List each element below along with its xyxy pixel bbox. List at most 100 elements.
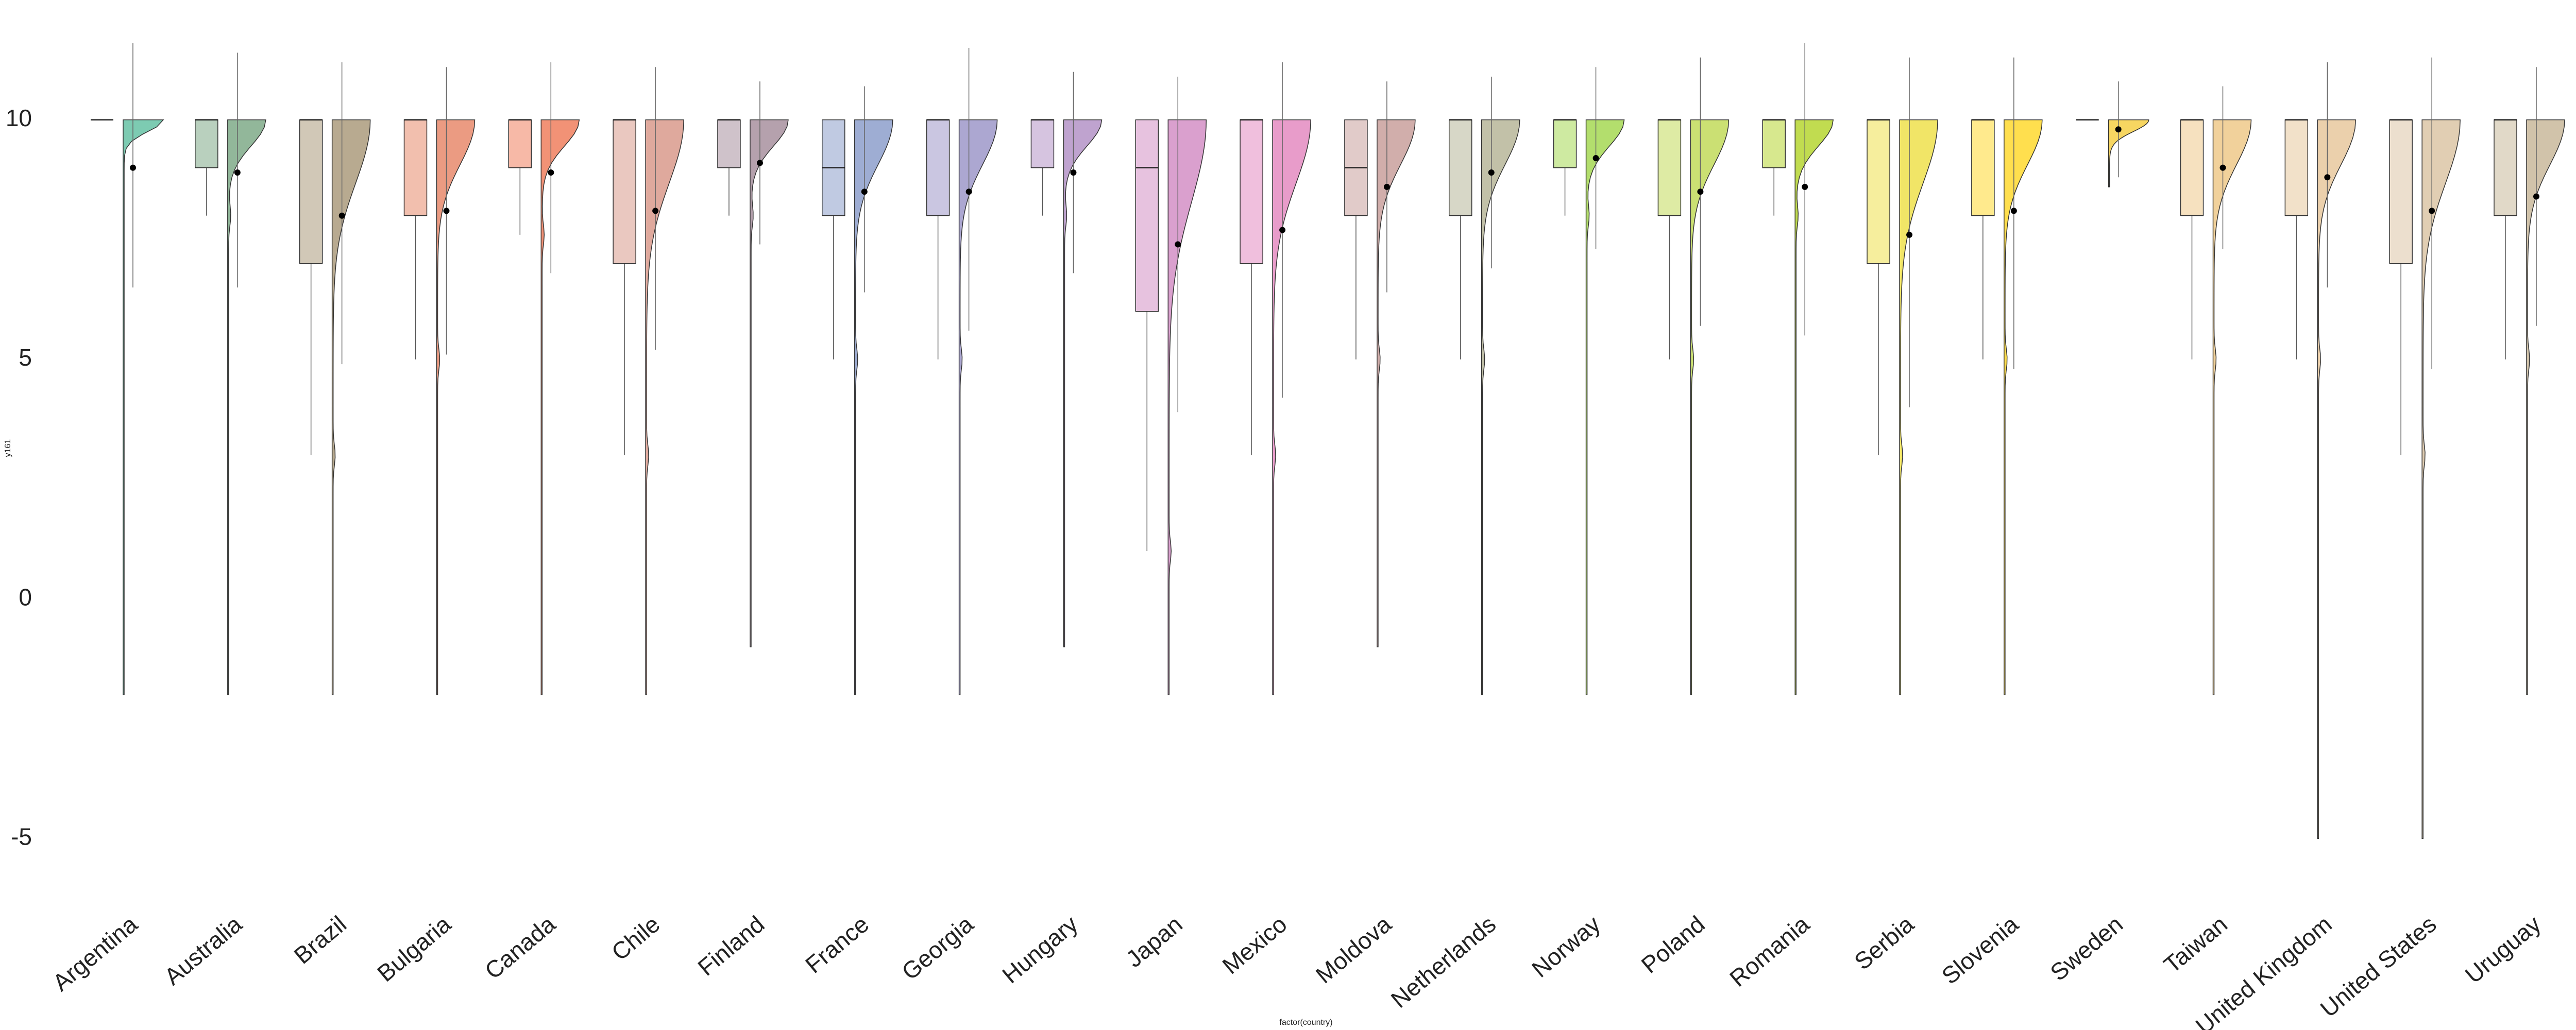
mean-point: [234, 169, 241, 176]
mean-point: [861, 188, 868, 195]
mean-point: [2115, 126, 2122, 133]
mean-point: [1488, 169, 1495, 176]
x-tick-label: Serbia: [1849, 911, 1919, 975]
country-group: [1867, 57, 1938, 695]
country-group: [613, 67, 684, 695]
mean-point: [2429, 208, 2435, 214]
half-violin: [540, 119, 580, 695]
country-group: [926, 48, 998, 695]
box: [1030, 119, 1055, 168]
half-violin: [1272, 119, 1311, 695]
half-violin: [1063, 119, 1103, 647]
x-tick-label: Chile: [606, 911, 665, 966]
x-tick-label: Romania: [1724, 911, 1815, 992]
half-violin: [1794, 119, 1834, 695]
mean-point: [1592, 155, 1599, 162]
half-violin: [1585, 119, 1625, 695]
country-group: [1657, 57, 1730, 695]
mean-point: [548, 169, 554, 176]
mean-point: [1383, 183, 1390, 190]
mean-point: [130, 164, 136, 171]
half-violin: [958, 119, 998, 695]
half-violin: [1690, 119, 1730, 695]
half-violin: [1899, 119, 1938, 695]
mean-point: [965, 188, 972, 195]
half-violin: [854, 119, 893, 695]
country-group: [1344, 81, 1416, 647]
box: [1762, 119, 1786, 168]
mean-point: [1802, 183, 1808, 190]
half-violin: [750, 119, 789, 647]
country-group: [299, 62, 371, 695]
country-group: [195, 53, 266, 695]
x-tick-label: Canada: [480, 911, 561, 985]
x-tick-label: Finland: [692, 911, 769, 981]
mean-point: [1906, 231, 1913, 238]
half-violin: [1167, 119, 1207, 695]
box: [1553, 119, 1577, 168]
country-group: [1553, 67, 1625, 695]
box: [2284, 119, 2309, 216]
x-tick-label: Mexico: [1217, 911, 1292, 980]
half-violin: [645, 119, 684, 695]
half-violin: [2317, 119, 2357, 839]
y-tick-label: -5: [11, 823, 32, 850]
box: [1448, 119, 1472, 216]
half-violin: [331, 119, 371, 695]
x-tick-label: Norway: [1527, 911, 1605, 983]
x-tick-label: Slovenia: [1937, 911, 2024, 990]
x-tick-label: Poland: [1636, 911, 1710, 978]
box: [1971, 119, 1995, 216]
mean-point: [1070, 169, 1077, 176]
country-group: [2389, 57, 2461, 839]
x-tick-label: Japan: [1121, 911, 1187, 972]
half-violin: [2526, 119, 2565, 695]
x-tick-label: Georgia: [896, 911, 978, 985]
x-tick-label: Bulgaria: [372, 911, 456, 987]
half-violin: [2421, 119, 2461, 839]
box: [1867, 119, 1890, 264]
x-tick-label: France: [800, 911, 874, 978]
half-violin: [2004, 119, 2043, 695]
x-tick-label: Australia: [159, 911, 247, 990]
y-tick-label: 5: [19, 344, 32, 371]
x-tick-label: United States: [2315, 911, 2442, 1022]
mean-point: [2324, 174, 2331, 181]
x-tick-label: Uruguay: [2460, 911, 2546, 989]
country-group: [1762, 43, 1834, 695]
country-group: [822, 86, 893, 695]
country-group: [717, 81, 789, 647]
box: [508, 119, 532, 168]
country-group: [1135, 76, 1207, 695]
half-violin: [1377, 119, 1416, 647]
mean-point: [338, 212, 345, 219]
mean-point: [756, 160, 763, 166]
country-group: [1240, 62, 1311, 695]
country-group: [1030, 72, 1103, 647]
country-group: [2076, 81, 2149, 187]
x-tick-label: Taiwan: [2159, 911, 2232, 978]
y-axis-label: y161: [4, 439, 12, 457]
x-tick-label: Sweden: [2045, 911, 2128, 986]
half-violin: [227, 119, 266, 695]
x-tick-label: Netherlands: [1386, 911, 1501, 1013]
box: [2494, 119, 2517, 216]
country-group: [2494, 67, 2565, 695]
box: [299, 119, 323, 264]
country-group: [91, 43, 164, 695]
country-group: [1448, 76, 1520, 695]
half-violin: [1481, 119, 1520, 695]
box: [717, 119, 741, 168]
mean-point: [1697, 188, 1704, 195]
box: [2180, 119, 2204, 216]
x-tick-label: Argentina: [47, 911, 143, 997]
country-group: [1971, 57, 2043, 695]
x-tick-label: Moldova: [1311, 911, 1397, 989]
x-tick-label: Hungary: [997, 911, 1083, 989]
country-group: [403, 67, 476, 695]
box: [613, 119, 636, 264]
half-violin: [123, 119, 164, 695]
half-violin: [436, 119, 476, 695]
box: [1657, 119, 1682, 216]
